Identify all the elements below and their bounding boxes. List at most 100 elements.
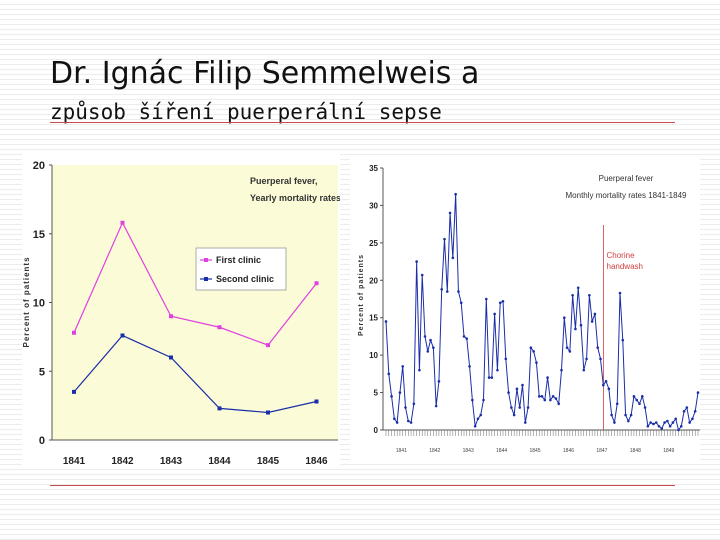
monthly-rate-point xyxy=(426,350,430,353)
monthly-rate-point xyxy=(518,406,522,409)
first-clinic-point xyxy=(169,314,173,319)
monthly-rate-point xyxy=(526,406,530,409)
chart2-y-tick-label: 0 xyxy=(374,426,379,435)
monthly-rate-point xyxy=(510,406,513,409)
chart1-plot-area xyxy=(52,165,338,440)
monthly-rate-point xyxy=(459,301,463,305)
chart2-year-label: 1843 xyxy=(463,448,474,454)
monthly-rate-point xyxy=(479,413,483,417)
monthly-rate-point xyxy=(621,338,625,342)
chart2-title-line1: Puerperal fever xyxy=(599,174,654,183)
chart1-title-line1: Puerperal fever, xyxy=(250,176,318,186)
annotation-line1: Chorine xyxy=(607,251,636,260)
monthly-rate-point xyxy=(473,424,477,428)
monthly-rate-point xyxy=(568,350,572,353)
first-clinic-series-line xyxy=(73,221,317,346)
monthly-rate-point xyxy=(549,398,552,402)
second-clinic-point xyxy=(314,399,319,404)
monthly-rate-point xyxy=(610,413,613,417)
monthly-rate-point xyxy=(443,237,446,241)
chart2-year-label: 1845 xyxy=(529,448,540,454)
monthly-rate-point xyxy=(515,387,519,391)
monthly-rate-point xyxy=(476,417,480,421)
monthly-rate-point xyxy=(434,404,438,408)
monthly-rate-point xyxy=(493,312,496,316)
monthly-rate-point xyxy=(663,421,666,424)
monthly-rate-point xyxy=(496,368,499,372)
monthly-rate-point xyxy=(646,424,650,428)
monthly-mortality-chart: 0 5 10 15 20 25 30 35 1841 1842 1843 1844 1845 1846 1… xyxy=(350,155,700,460)
monthly-rate-point xyxy=(404,406,407,409)
chart1-x-tick-label: 1843 xyxy=(160,456,183,467)
monthly-rate-point xyxy=(565,346,569,349)
monthly-rate-point xyxy=(693,409,697,413)
chart1-y-tick-label: 20 xyxy=(33,160,45,172)
monthly-rate-point xyxy=(590,320,594,323)
monthly-rate-point xyxy=(632,395,636,398)
monthly-rate-point xyxy=(445,290,449,293)
chart2-y-tick-label: 10 xyxy=(369,351,378,360)
monthly-rate-point xyxy=(401,365,405,368)
monthly-rate-point xyxy=(418,368,421,372)
first-clinic-point xyxy=(72,330,76,335)
annotation-line2: handwash xyxy=(607,262,643,271)
title-divider xyxy=(50,122,675,123)
monthly-rate-point xyxy=(471,398,474,402)
monthly-rate-point xyxy=(618,291,622,295)
chart1-y-tick-label: 5 xyxy=(39,366,45,378)
chart1-y-axis-label: Percent of patients xyxy=(22,256,31,347)
monthly-rate-point xyxy=(504,357,508,361)
monthly-rate-point xyxy=(604,380,608,383)
monthly-rate-point xyxy=(682,409,686,413)
second-clinic-point xyxy=(120,333,125,338)
monthly-rate-point xyxy=(415,260,418,263)
monthly-rate-point xyxy=(432,346,435,349)
monthly-rate-point xyxy=(393,417,396,421)
monthly-rate-point xyxy=(582,368,586,372)
monthly-rate-point xyxy=(440,287,444,291)
monthly-rate-point xyxy=(398,391,402,394)
second-clinic-series-line xyxy=(73,334,317,414)
chart2-y-tick-label: 20 xyxy=(369,276,378,285)
monthly-rate-point xyxy=(691,417,694,421)
monthly-rate-point xyxy=(532,350,535,353)
monthly-rate-point xyxy=(437,380,441,383)
chart2-year-label: 1842 xyxy=(429,448,440,454)
monthly-rate-point xyxy=(420,273,424,277)
monthly-rate-point xyxy=(654,421,658,424)
monthly-rate-point xyxy=(423,335,427,338)
monthly-rate-point xyxy=(574,327,577,331)
monthly-rate-point xyxy=(457,290,460,293)
monthly-rate-point xyxy=(535,361,538,364)
monthly-rate-point xyxy=(554,397,558,400)
first-clinic-point xyxy=(266,343,270,348)
monthly-rate-point xyxy=(624,413,627,417)
monthly-rate-point xyxy=(387,372,391,376)
chart2-year-label: 1847 xyxy=(596,448,607,454)
monthly-rate-point xyxy=(512,413,516,417)
legend-second-clinic-marker xyxy=(204,277,208,281)
second-clinic-point xyxy=(266,410,270,415)
monthly-rate-point xyxy=(484,297,488,301)
chart1-x-tick-label: 1845 xyxy=(257,456,280,467)
first-clinic-point xyxy=(120,220,125,225)
monthly-rate-point xyxy=(537,395,541,398)
chart2-y-tick-label: 25 xyxy=(369,239,378,248)
chart2-year-label: 1846 xyxy=(563,448,574,454)
monthly-rate-point xyxy=(448,211,452,215)
monthly-rate-point xyxy=(638,402,641,406)
monthly-rate-point xyxy=(629,413,633,417)
chart2-y-axis-label: Percent of patients xyxy=(358,254,365,336)
yearly-mortality-chart: 0 5 10 15 20 1841 1842 1843 1844 1845 1846 Percen… xyxy=(22,150,340,468)
monthly-rate-point xyxy=(384,320,388,323)
monthly-rate-point xyxy=(571,293,574,297)
monthly-rate-point xyxy=(666,419,669,423)
chart2-y-tick-label: 5 xyxy=(374,389,379,398)
chart2-y-tick-label: 15 xyxy=(369,314,378,323)
monthly-rate-point xyxy=(412,402,416,406)
monthly-rate-point xyxy=(507,391,510,394)
monthly-rate-point xyxy=(660,427,664,430)
chart2-year-label: 1849 xyxy=(663,448,674,454)
chart2-y-tick-label: 35 xyxy=(369,164,378,173)
monthly-rate-point xyxy=(671,421,675,424)
